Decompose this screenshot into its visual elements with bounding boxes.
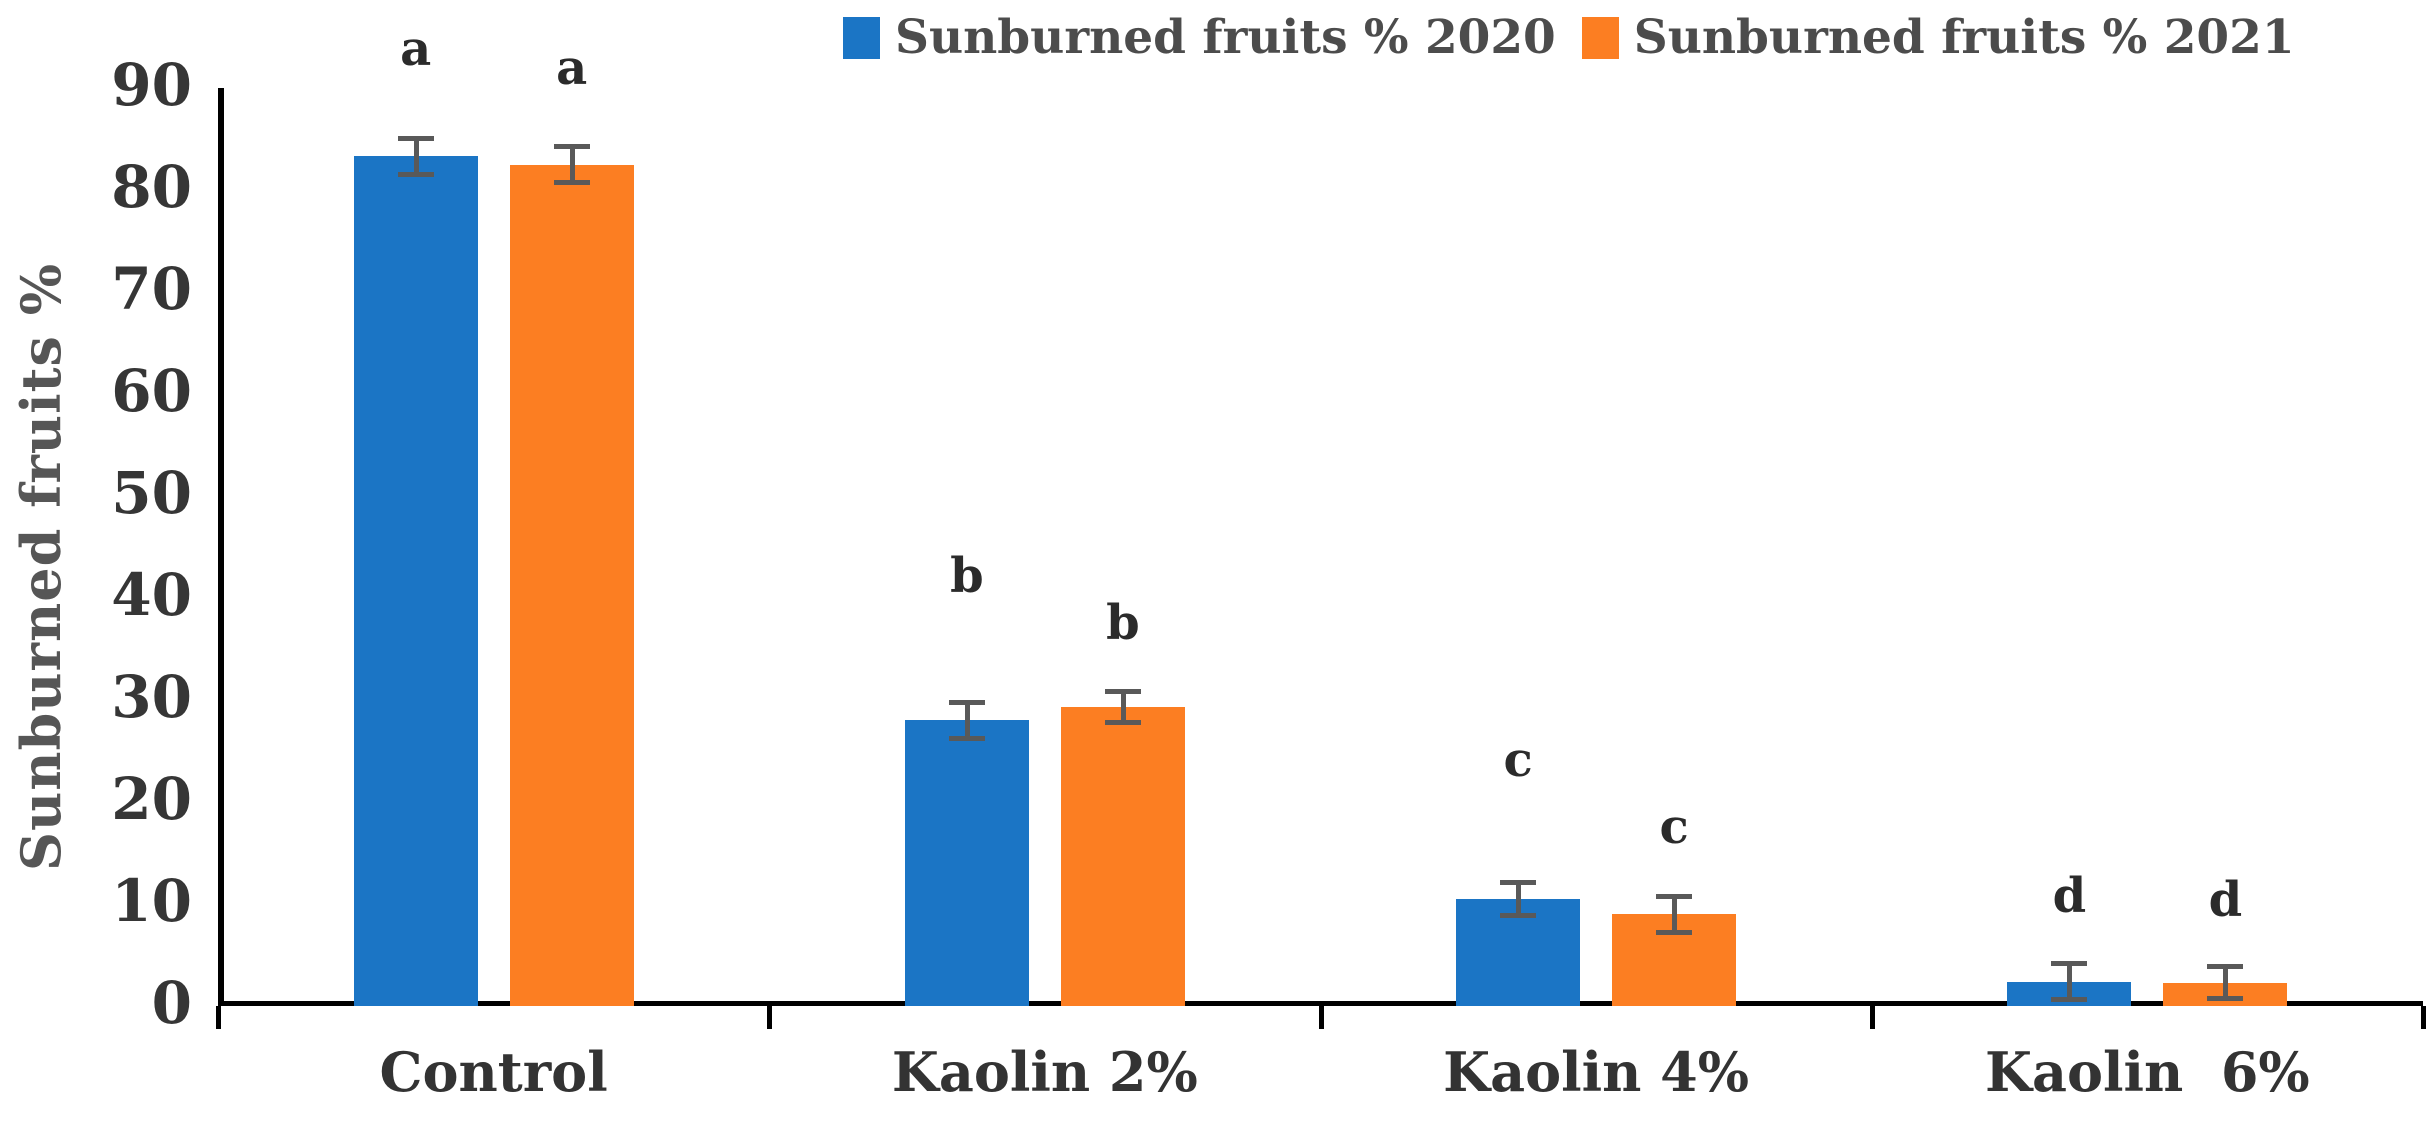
bar-2021-1 bbox=[1060, 707, 1185, 1006]
y-tick-label-20: 20 bbox=[111, 765, 192, 833]
error-bar-line bbox=[1120, 690, 1126, 724]
error-bar-cap-top bbox=[1104, 688, 1141, 694]
bar-2020-0 bbox=[353, 156, 478, 1006]
error-bar-cap-bottom bbox=[2051, 996, 2088, 1002]
error-bar-cap-bottom bbox=[2207, 995, 2244, 1001]
legend-swatch-2021-icon bbox=[1581, 16, 1619, 59]
error-bar-line bbox=[2067, 963, 2073, 1000]
x-category-label: Kaolin 4% bbox=[1443, 1040, 1750, 1104]
y-tick-label-30: 30 bbox=[111, 663, 192, 731]
legend-swatch-2020-icon bbox=[843, 16, 880, 59]
x-category-label: Kaolin 2% bbox=[891, 1040, 1198, 1104]
x-axis-tick bbox=[1318, 1006, 1324, 1029]
x-axis-tick bbox=[216, 1006, 221, 1029]
bar-2021-0 bbox=[509, 164, 634, 1006]
legend-item-2020: Sunburned fruits % 2020 bbox=[843, 10, 1556, 65]
error-bar-line bbox=[1516, 881, 1522, 917]
error-bar-cap-top bbox=[397, 135, 434, 141]
x-category-label: Kaolin 6% bbox=[1985, 1040, 2310, 1104]
significance-letter-d: d bbox=[2208, 872, 2243, 929]
x-axis-tick bbox=[1869, 1006, 1875, 1029]
error-bar-cap-top bbox=[2051, 961, 2088, 967]
error-bar-cap-top bbox=[1500, 879, 1537, 885]
plot-area bbox=[218, 88, 2423, 1006]
y-tick-label-0: 0 bbox=[151, 969, 192, 1037]
y-tick-label-80: 80 bbox=[111, 153, 192, 221]
error-bar-cap-bottom bbox=[1500, 913, 1537, 919]
significance-letter-d: d bbox=[2052, 868, 2087, 925]
chart-legend: Sunburned fruits % 2020 Sunburned fruits… bbox=[843, 10, 2295, 65]
y-tick-label-10: 10 bbox=[111, 867, 192, 935]
x-axis-tick bbox=[767, 1006, 773, 1029]
y-tick-label-50: 50 bbox=[111, 459, 192, 527]
error-bar-cap-bottom bbox=[553, 179, 590, 185]
error-bar-cap-bottom bbox=[1104, 720, 1141, 726]
x-category-label: Control bbox=[379, 1040, 608, 1104]
error-bar-line bbox=[2223, 966, 2229, 999]
y-axis-title: Sunburned fruits % bbox=[9, 262, 73, 872]
significance-letter-c: c bbox=[1503, 731, 1533, 788]
error-bar-cap-bottom bbox=[397, 171, 434, 177]
y-tick-label-40: 40 bbox=[111, 561, 192, 629]
error-bar-line bbox=[569, 146, 575, 183]
error-bar-line bbox=[1672, 895, 1678, 933]
y-tick-label-90: 90 bbox=[111, 51, 192, 119]
significance-letter-b: b bbox=[950, 548, 984, 605]
y-tick-label-70: 70 bbox=[111, 255, 192, 323]
error-bar-cap-top bbox=[948, 700, 985, 706]
significance-letter-c: c bbox=[1659, 798, 1689, 855]
error-bar-line bbox=[964, 702, 970, 739]
error-bar-cap-bottom bbox=[1656, 929, 1693, 935]
significance-letter-b: b bbox=[1106, 594, 1140, 651]
legend-label-2020: Sunburned fruits % 2020 bbox=[895, 10, 1556, 65]
legend-item-2021: Sunburned fruits % 2021 bbox=[1581, 10, 2295, 65]
bar-2020-1 bbox=[904, 720, 1029, 1006]
error-bar-cap-top bbox=[553, 144, 590, 150]
error-bar-cap-bottom bbox=[948, 735, 985, 741]
error-bar-cap-top bbox=[2207, 964, 2244, 970]
y-tick-label-60: 60 bbox=[111, 357, 192, 425]
significance-letter-a: a bbox=[400, 20, 432, 77]
legend-label-2021: Sunburned fruits % 2021 bbox=[1633, 10, 2295, 65]
x-axis-tick bbox=[2421, 1006, 2426, 1029]
error-bar-cap-top bbox=[1656, 893, 1693, 899]
significance-letter-a: a bbox=[556, 40, 588, 97]
error-bar-line bbox=[413, 137, 419, 175]
